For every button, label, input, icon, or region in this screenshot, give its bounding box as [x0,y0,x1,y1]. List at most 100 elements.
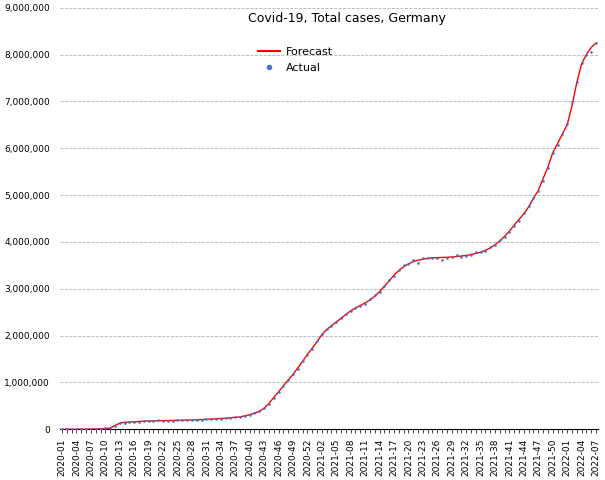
Point [264,400,273,408]
Point [96,425,105,433]
Point [480,247,490,255]
Point [577,60,586,67]
Point [399,262,408,269]
Point [71,425,81,432]
Point [485,244,495,252]
Point [283,376,293,384]
Text: Covid-19, Total cases, Germany: Covid-19, Total cases, Germany [248,12,446,25]
Point [197,416,206,423]
Point [81,425,91,433]
Point [418,254,428,262]
Point [365,296,374,303]
Point [562,120,572,128]
Point [370,291,379,299]
Point [307,345,317,352]
Point [572,78,581,86]
Point [437,256,447,264]
Point [231,413,240,421]
Point [129,418,139,426]
Point [105,424,115,432]
Point [120,419,129,427]
Point [182,417,192,424]
Point [250,409,260,417]
Point [221,414,231,422]
Point [332,318,341,326]
Point [312,337,322,345]
Point [115,420,125,427]
Point [273,388,283,396]
Point [144,418,154,425]
Point [538,177,548,185]
Point [240,412,250,420]
Point [557,131,567,138]
Point [389,272,399,280]
Point [519,210,529,217]
Point [524,203,534,210]
Point [413,259,423,267]
Point [278,382,288,390]
Point [548,150,558,157]
Point [100,424,110,432]
Point [509,222,519,229]
Point [269,394,278,402]
Point [187,416,197,424]
Point [476,248,485,256]
Point [245,411,255,419]
Point [351,304,361,312]
Point [341,310,351,318]
Point [110,422,120,430]
Point [466,251,476,259]
Point [336,314,346,322]
Point [226,414,235,422]
Point [62,425,72,433]
Point [298,358,307,365]
Point [159,417,168,424]
Point [125,419,134,426]
Point [529,194,538,202]
Point [216,415,226,422]
Point [327,323,336,330]
Point [471,249,480,256]
Point [447,253,457,261]
Point [206,415,216,422]
Point [442,253,452,261]
Point [514,217,524,225]
Point [423,254,433,262]
Point [67,425,76,433]
Point [235,413,245,421]
Point [288,371,298,378]
Point [260,405,269,412]
Point [302,351,312,359]
Point [255,408,264,415]
Point [591,39,601,47]
Point [86,425,96,432]
Point [553,141,563,149]
Point [433,253,442,261]
Point [534,187,543,194]
Point [201,416,211,423]
Point [500,233,509,241]
Point [581,51,591,59]
Legend: Forecast, Actual: Forecast, Actual [253,43,338,77]
Point [172,417,182,424]
Point [360,300,370,308]
Point [293,365,302,372]
Point [428,254,437,262]
Point [452,251,462,259]
Point [408,256,418,264]
Point [461,252,471,260]
Point [317,330,327,338]
Point [154,417,163,424]
Point [586,48,596,56]
Point [177,416,187,424]
Point [211,415,221,423]
Point [57,425,67,433]
Point [379,282,389,289]
Point [149,418,159,425]
Point [76,425,86,433]
Point [495,236,505,244]
Point [505,228,514,235]
Point [356,302,365,310]
Point [567,98,577,106]
Point [374,288,384,296]
